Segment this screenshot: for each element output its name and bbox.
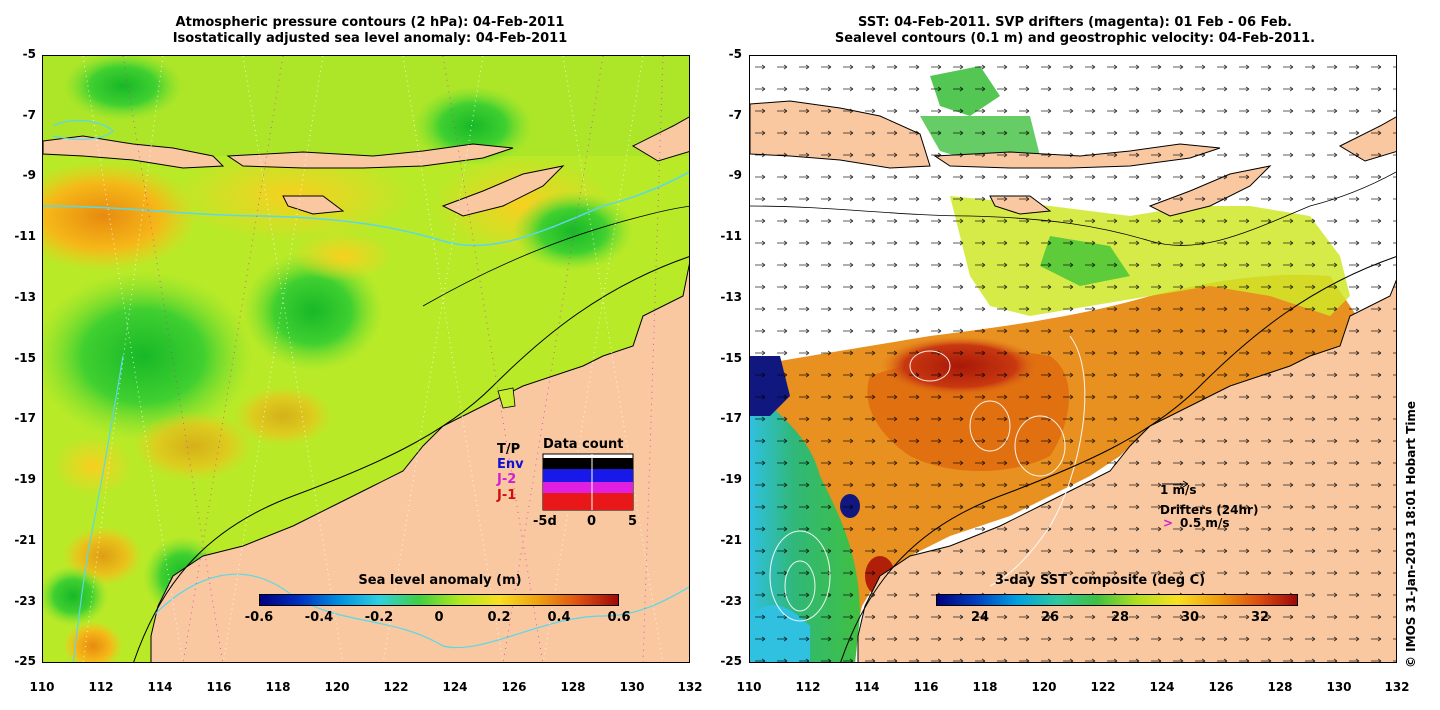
sla-colorbar-tick: 0: [434, 610, 444, 625]
x-tick: 114: [147, 680, 173, 694]
velocity-arrows: [750, 56, 1396, 662]
australia-landmass: [150, 263, 689, 662]
x-tick: 122: [1090, 680, 1116, 694]
y-tick: -25: [720, 654, 742, 668]
sla-colorbar: [259, 594, 619, 606]
sla-colorbar-tick: 0.4: [547, 610, 571, 625]
x-tick: 120: [324, 680, 350, 694]
y-tick: -23: [720, 594, 742, 608]
data-count-title: Data count: [543, 437, 624, 452]
sla-colorbar-tick: -0.6: [244, 610, 274, 625]
sla-map-svg: [43, 56, 689, 662]
sla-colorbar-tick: -0.2: [364, 610, 394, 625]
y-tick: -23: [14, 594, 36, 608]
x-tick: 126: [501, 680, 527, 694]
drifter-scale-label: 0.5 m/s: [1180, 516, 1230, 530]
lesser-sunda-islands: [226, 143, 514, 169]
y-tick: -17: [14, 411, 36, 425]
inset-xtick: -5d: [533, 514, 557, 529]
x-tick: 116: [206, 680, 232, 694]
drifter-marker: >: [1163, 516, 1174, 530]
x-tick: 132: [677, 680, 703, 694]
sst-colorbar-tick: 26: [1040, 610, 1060, 625]
sealevel-contours: [769, 335, 1086, 622]
y-tick: -13: [720, 290, 742, 304]
data-count-inset: [542, 453, 634, 511]
sla-colorbar-tick: 0.2: [487, 610, 511, 625]
drifters-label: Drifters (24hr): [1160, 503, 1259, 517]
inset-xtick: 5: [628, 514, 638, 529]
sst-colorbar-tick: 32: [1250, 610, 1270, 625]
left-title-line1: Atmospheric pressure contours (2 hPa): 0…: [175, 15, 565, 30]
right-title: SST: 04-Feb-2011. SVP drifters (magenta)…: [745, 15, 1405, 47]
x-tick: 118: [972, 680, 998, 694]
y-tick: -13: [14, 290, 36, 304]
inset-label-j1: J-1: [497, 488, 517, 503]
y-tick: -21: [14, 533, 36, 547]
x-tick: 116: [913, 680, 939, 694]
y-tick: -15: [14, 351, 36, 365]
x-tick: 124: [442, 680, 468, 694]
sst-colorbar: [936, 594, 1298, 606]
x-tick: 130: [1326, 680, 1352, 694]
x-tick: 122: [383, 680, 409, 694]
bathymetry-contour: [43, 171, 689, 247]
sst-colorbar-tick: 24: [970, 610, 990, 625]
y-tick: -15: [720, 351, 742, 365]
sla-low-blob: [243, 251, 383, 371]
right-title-line1: SST: 04-Feb-2011. SVP drifters (magenta)…: [858, 15, 1292, 30]
x-tick: 114: [854, 680, 880, 694]
y-tick: -19: [14, 472, 36, 486]
sla-high-blob: [43, 161, 198, 271]
x-tick: 110: [29, 680, 55, 694]
sla-colorbar-title: Sea level anomaly (m): [358, 573, 522, 588]
y-tick: -19: [720, 472, 742, 486]
x-tick: 112: [88, 680, 114, 694]
sla-colorbar-tick: 0.6: [607, 610, 631, 625]
x-tick: 120: [1031, 680, 1057, 694]
imos-credit: © IMOS 31-Jan-2013 18:01 Hobart Time: [1404, 400, 1418, 668]
right-title-line2: Sealevel contours (0.1 m) and geostrophi…: [834, 31, 1316, 46]
sst-colorbar-tick: 30: [1180, 610, 1200, 625]
left-title-line2: Isostatically adjusted sea level anomaly…: [172, 31, 568, 46]
x-tick: 126: [1208, 680, 1234, 694]
sla-colorbar-tick: -0.4: [304, 610, 334, 625]
java-island: [43, 135, 225, 169]
y-tick: -7: [728, 108, 742, 122]
timor-island: [441, 165, 565, 217]
x-tick: 118: [265, 680, 291, 694]
sumba-island: [282, 195, 345, 215]
sea-level-anomaly-map: [42, 55, 690, 663]
y-tick: -5: [728, 47, 742, 61]
x-tick: 128: [560, 680, 586, 694]
y-tick: -11: [14, 229, 36, 243]
y-tick: -11: [720, 229, 742, 243]
sla-low-blob: [43, 271, 253, 441]
y-tick: -21: [720, 533, 742, 547]
x-tick: 112: [795, 680, 821, 694]
y-tick: -25: [14, 654, 36, 668]
y-tick: -17: [720, 411, 742, 425]
y-tick: -9: [728, 168, 742, 182]
inset-label-env: Env: [497, 457, 524, 472]
inset-label-j2: J-2: [497, 472, 517, 487]
y-tick: -9: [22, 168, 36, 182]
inset-label-tp: T/P: [497, 442, 521, 457]
velocity-scale-label: 1 m/s: [1160, 483, 1197, 497]
inset-xtick: 0: [587, 514, 597, 529]
x-tick: 130: [619, 680, 645, 694]
sst-map: [749, 55, 1397, 663]
x-tick: 128: [1267, 680, 1293, 694]
left-title: Atmospheric pressure contours (2 hPa): 0…: [40, 15, 700, 47]
sst-colorbar-title: 3-day SST composite (deg C): [994, 573, 1206, 588]
y-tick: -7: [22, 108, 36, 122]
sst-colorbar-tick: 28: [1110, 610, 1130, 625]
x-tick: 132: [1384, 680, 1410, 694]
x-tick: 124: [1149, 680, 1175, 694]
sst-map-svg: [750, 56, 1396, 662]
y-tick: -5: [22, 47, 36, 61]
x-tick: 110: [736, 680, 762, 694]
pressure-contour: [133, 256, 689, 662]
